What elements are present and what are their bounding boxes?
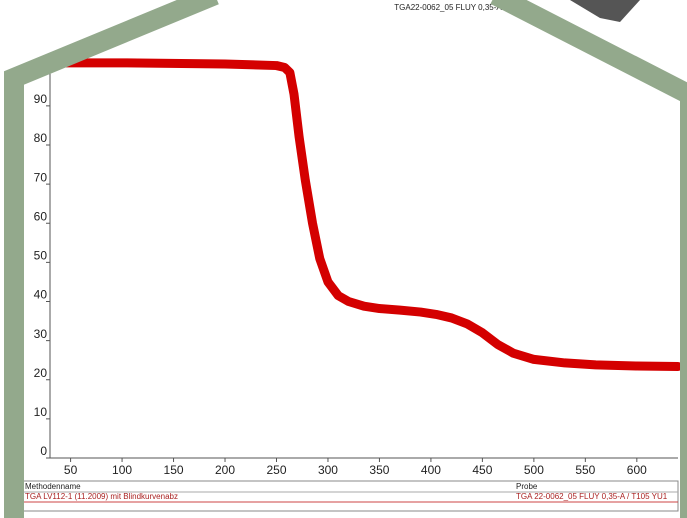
- chart-title: TGA22-0062_05 FLUY 0,35-A /: [394, 3, 506, 12]
- x-tick-label: 300: [318, 463, 338, 477]
- y-tick-label: 50: [34, 249, 48, 263]
- data-line: [45, 58, 683, 371]
- footer-cell: TGA LV112-1 (11.2009) mit Blindkurvenabz: [25, 492, 178, 501]
- frame-right: [490, 0, 687, 518]
- footer-header: Methodenname: [25, 482, 81, 491]
- x-tick-label: 50: [64, 463, 78, 477]
- x-tick-label: 150: [164, 463, 184, 477]
- footer-cell: TGA 22-0062_05 FLUY 0,35-A / T105 YU1: [516, 492, 668, 501]
- y-tick-label: 20: [34, 366, 48, 380]
- y-tick-label: 40: [34, 288, 48, 302]
- y-tick-label: 0: [40, 444, 47, 458]
- y-tick-label: 90: [34, 92, 48, 106]
- hexagon-frame: [4, 0, 687, 518]
- x-tick-label: 600: [627, 463, 647, 477]
- y-tick-label: 10: [34, 405, 48, 419]
- frame-left: [4, 0, 219, 518]
- x-tick-label: 500: [524, 463, 544, 477]
- y-tick-label: 30: [34, 327, 48, 341]
- x-tick-label: 450: [472, 463, 492, 477]
- x-tick-label: 100: [112, 463, 132, 477]
- footer-header: Probe: [516, 482, 538, 491]
- x-tick-label: 550: [575, 463, 595, 477]
- x-tick-label: 250: [266, 463, 286, 477]
- x-tick-label: 350: [369, 463, 389, 477]
- corner-shape: [570, 0, 640, 22]
- y-tick-label: 80: [34, 131, 48, 145]
- plot: 0 10 20 30 40 50 60 70 80 90 50 100 150 200 250 300 350 4…: [34, 58, 683, 477]
- y-tick-label: 60: [34, 209, 48, 223]
- y-tick-label: 70: [34, 170, 48, 184]
- x-tick-label: 200: [215, 463, 235, 477]
- x-tick-label: 400: [421, 463, 441, 477]
